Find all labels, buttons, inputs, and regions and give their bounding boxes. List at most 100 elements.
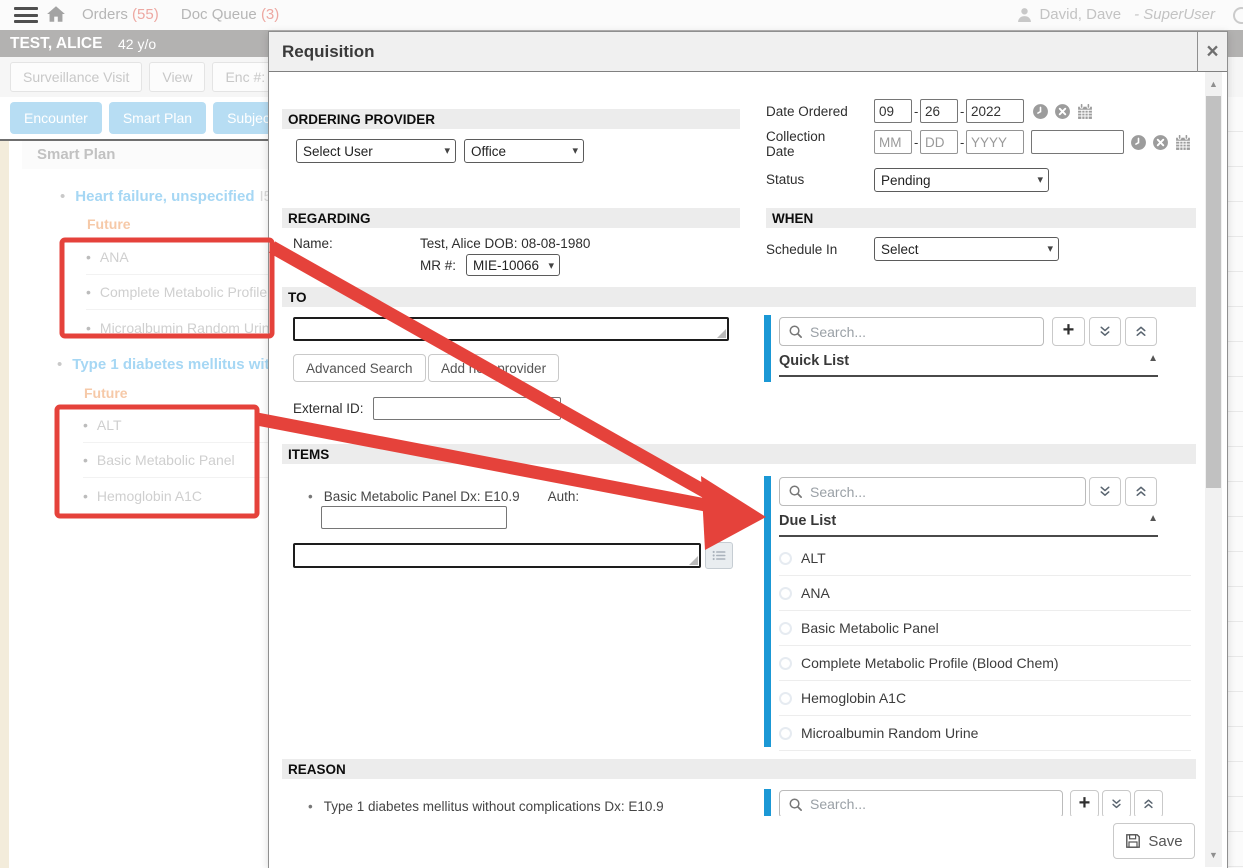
scrollbar-thumb[interactable] [1206,96,1221,488]
user-icon [1018,8,1032,22]
future-item[interactable]: ANA [86,240,281,275]
user-menu[interactable]: David, Dave - SuperUser [1017,6,1215,23]
nav-doc-queue[interactable]: Doc Queue (3) [180,6,280,23]
advanced-search-button[interactable]: Advanced Search [293,354,426,382]
quick-list-search-input[interactable] [810,323,1035,340]
radio-icon[interactable] [779,691,792,705]
section-when: WHEN [766,208,1196,228]
collection-month-input[interactable] [874,130,912,154]
chevron-down-icon: ▾ [1047,243,1053,255]
reason-search [779,790,1063,818]
expand-all-icon[interactable] [1102,790,1131,818]
expand-all-icon[interactable] [1089,477,1121,506]
radio-icon[interactable] [779,586,792,600]
radio-icon[interactable] [779,656,792,670]
auth-input[interactable] [321,506,507,529]
collection-time-input[interactable] [1031,130,1124,154]
dialog-title: Requisition [282,42,375,61]
collapse-caret-icon[interactable]: ▲ [1148,513,1158,524]
calendar-icon[interactable] [1174,134,1192,151]
clock-icon[interactable] [1130,134,1147,151]
background-page-strip [1228,97,1243,868]
clear-icon[interactable] [1054,103,1071,120]
collapse-all-icon[interactable] [1125,477,1157,506]
item-search-input[interactable] [293,543,701,568]
left-edge-strip [0,141,9,868]
collection-date-icons [1130,134,1192,151]
close-icon[interactable]: × [1197,32,1227,72]
scroll-up-icon[interactable]: ▲ [1209,79,1218,89]
collection-year-input[interactable] [966,130,1024,154]
expand-all-icon[interactable] [1089,317,1121,346]
home-icon[interactable] [46,5,66,28]
date-ordered-year-input[interactable] [966,99,1024,123]
diagnosis-link[interactable]: Heart failure, unspecified [75,188,255,205]
future-items-list: ANAComplete Metabolic ProfileMicroalbumi… [86,240,281,345]
mr-number-select[interactable]: MIE-10066 ▾ [466,254,560,276]
future-item[interactable]: Complete Metabolic Profile [86,275,281,310]
dialog-scrollbar[interactable]: ▲ ▼ [1205,72,1222,867]
help-icon[interactable] [1233,7,1243,24]
section-ordering-provider: ORDERING PROVIDER [282,109,740,129]
chevron-down-icon: ▾ [444,145,450,157]
section-button[interactable]: Encounter [10,102,102,134]
to-provider-input[interactable] [293,317,729,341]
due-list-accent [764,476,771,747]
external-id-input[interactable] [373,397,561,420]
section-button[interactable]: Smart Plan [108,102,207,134]
due-list-item[interactable]: Complete Metabolic Profile (Blood Chem) [779,646,1191,681]
collapse-caret-icon[interactable]: ▲ [1148,353,1158,364]
reason-search-input[interactable] [810,796,1054,812]
clear-icon[interactable] [1152,134,1169,151]
date-ordered-month-input[interactable] [874,99,912,123]
menu-icon[interactable] [14,7,38,24]
scroll-down-icon[interactable]: ▼ [1209,850,1218,860]
due-list-search-input[interactable] [810,483,1077,500]
list-icon[interactable] [705,542,733,569]
future-item[interactable]: Hemoglobin A1C [83,478,278,513]
dialog-footer: Save [269,816,1227,868]
due-list-item[interactable]: Hemoglobin A1C [779,681,1191,716]
date-ordered-day-input[interactable] [920,99,958,123]
due-list-item[interactable]: Basic Metabolic Panel [779,611,1191,646]
diagnosis-link[interactable]: Type 1 diabetes mellitus with [72,356,279,373]
nav-orders[interactable]: Orders (55) [82,6,159,23]
ordering-user-select[interactable]: Select User ▾ [296,139,456,163]
collection-day-input[interactable] [920,130,958,154]
top-nav: Orders (55) Doc Queue (3) [82,6,297,23]
encounter-tabs: Surveillance Visit View Enc #: 112 [10,62,305,92]
future-item[interactable]: Microalbumin Random Urin [86,310,281,345]
search-icon [789,325,802,338]
auth-label: Auth: [547,489,580,504]
calendar-icon[interactable] [1076,103,1094,120]
quick-list-header[interactable]: Quick List ▲ [779,353,1158,377]
due-list-item[interactable]: ANA [779,576,1191,611]
future-item[interactable]: Basic Metabolic Panel [83,443,278,478]
radio-icon[interactable] [779,726,792,740]
schedule-in-label: Schedule In [766,242,838,257]
due-list-item[interactable]: ALT [779,541,1191,576]
add-new-provider-button[interactable]: Add new provider [428,354,560,382]
collapse-all-icon[interactable] [1125,317,1157,346]
tab[interactable]: View [149,62,206,92]
schedule-in-select[interactable]: Select ▾ [874,237,1059,261]
tab[interactable]: Surveillance Visit [10,62,143,92]
collapse-all-icon[interactable] [1134,790,1163,818]
add-icon[interactable]: + [1070,790,1099,818]
ordering-location-select[interactable]: Office ▾ [464,139,584,163]
save-button[interactable]: Save [1113,823,1195,859]
status-select[interactable]: Pending ▾ [874,168,1049,192]
clock-icon[interactable] [1032,103,1049,120]
collection-date-label: Collection Date [766,129,826,159]
user-role: - SuperUser [1134,6,1215,23]
reason-accent [764,789,771,816]
due-list-header[interactable]: Due List ▲ [779,513,1158,537]
future-item[interactable]: ALT [83,408,278,443]
radio-icon[interactable] [779,621,792,635]
radio-icon[interactable] [779,551,792,565]
add-icon[interactable]: + [1052,317,1085,346]
patient-age: 42 y/o [118,36,157,52]
due-list-item[interactable]: Microalbumin Random Urine [779,716,1191,751]
dialog-body: ORDERING PROVIDER Select User ▾ Office ▾ D… [269,72,1227,868]
